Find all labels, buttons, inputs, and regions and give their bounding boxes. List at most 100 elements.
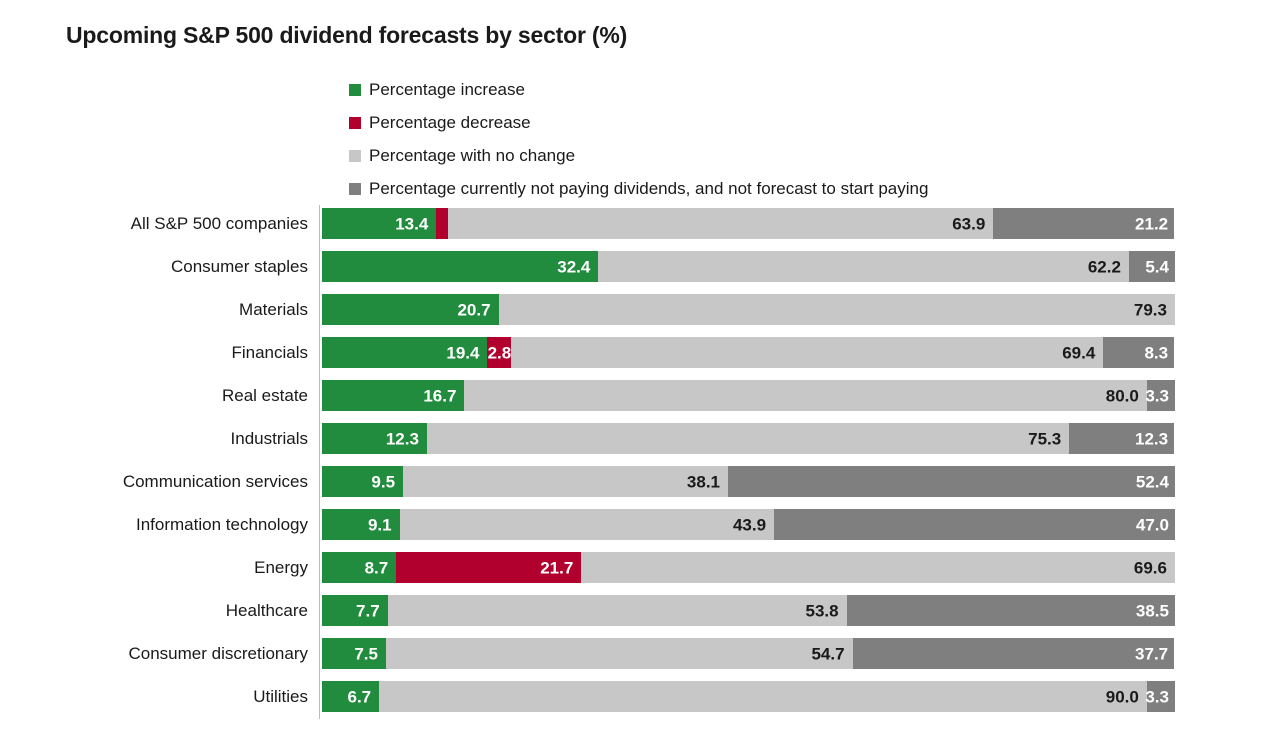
segment-value-label: 52.4	[1135, 472, 1169, 491]
chart-row: Utilities 6.7 90.0 3.3	[0, 675, 1175, 718]
legend: Percentage increase Percentage decrease Pe…	[349, 80, 928, 198]
bar-segment-decrease: 2.8	[487, 337, 512, 368]
bar-segment-not_paying: 8.3	[1103, 337, 1175, 368]
bar-segment-no_change: 43.9	[399, 509, 775, 540]
bar-segment-increase: 19.4	[322, 337, 488, 368]
segment-value-label: 12.3	[385, 429, 419, 448]
category-label: Materials	[239, 299, 308, 319]
chart-row: Energy 8.7 21.7 69.6	[0, 546, 1175, 589]
bar-segment-increase: 16.7	[322, 380, 465, 411]
category-label: Consumer discretionary	[128, 643, 308, 663]
bar-segment-no_change: 69.4	[511, 337, 1104, 368]
segment-value-label: 21.7	[540, 558, 574, 577]
category-label: Consumer staples	[170, 256, 308, 276]
category-label: Utilities	[253, 686, 308, 706]
chart-title: Upcoming S&P 500 dividend forecasts by s…	[66, 22, 628, 48]
segment-value-label: 2.8	[487, 343, 512, 362]
bar-segment-not_paying: 38.5	[846, 595, 1175, 626]
legend-label: Percentage currently not paying dividend…	[369, 179, 929, 198]
bar-track: 32.4 62.2 5.4	[322, 251, 1175, 282]
bar-segment-increase: 9.1	[322, 509, 400, 540]
legend-swatch-increase	[349, 83, 361, 96]
bar-segment-no_change: 79.3	[498, 294, 1175, 325]
category-label: Financials	[231, 342, 308, 362]
bar-segment-increase: 7.5	[322, 638, 386, 669]
bar-segment-no_change: 69.6	[581, 552, 1175, 583]
bar-segment-not_paying: 52.4	[728, 466, 1175, 497]
segment-value-label: 43.9	[732, 515, 767, 534]
category-label: Communication services	[122, 471, 308, 491]
chart-row: Real estate 16.7 80.0 3.3	[0, 374, 1175, 417]
segment-value-label: 3.3	[1145, 687, 1169, 706]
bar-track: 9.5 38.1 52.4	[322, 466, 1175, 497]
segment-value-label: 69.4	[1062, 343, 1096, 362]
bar-segment-no_change: 63.9	[448, 208, 994, 239]
segment-value-label: 38.1	[686, 472, 721, 491]
legend-label: Percentage decrease	[369, 113, 531, 132]
segment-value-label: 20.7	[457, 300, 491, 319]
category-label: Healthcare	[225, 600, 308, 620]
segment-value-label: 54.7	[811, 644, 845, 663]
bar-segment-no_change: 80.0	[464, 380, 1147, 411]
legend-swatch-no_change	[349, 149, 361, 162]
bar-segment-not_paying: 3.3	[1145, 681, 1175, 712]
bar-track: 16.7 80.0 3.3	[322, 380, 1175, 411]
segment-value-label: 37.7	[1135, 644, 1169, 663]
segment-value-label: 63.9	[952, 214, 986, 233]
bar-segment-no_change: 62.2	[598, 251, 1129, 282]
bar-segment-decrease: 1.4	[436, 208, 477, 239]
bar-segment-no_change: 38.1	[403, 466, 729, 497]
chart-row: Financials 19.4 2.8 69.4 8.3	[0, 331, 1175, 374]
segment-value-label: 8.7	[364, 558, 389, 577]
legend-swatch-decrease	[349, 116, 361, 129]
segment-value-label: 19.4	[446, 343, 480, 362]
legend-swatch-not_paying	[349, 182, 361, 195]
bar-segment-not_paying: 12.3	[1069, 423, 1175, 454]
bar-segment-not_paying: 3.3	[1145, 380, 1175, 411]
bar-segment-no_change: 90.0	[379, 681, 1147, 712]
bar-segment-increase: 12.3	[322, 423, 427, 454]
segment-value-label: 21.2	[1135, 214, 1169, 233]
segment-value-label: 8.3	[1144, 343, 1169, 362]
segment-value-label: 79.3	[1133, 300, 1167, 319]
chart-row: Consumer staples 32.4 62.2 5.4	[0, 245, 1175, 288]
legend-item-no_change: Percentage with no change	[349, 146, 928, 165]
chart-row: Healthcare 7.7 53.8 38.5	[0, 589, 1175, 632]
segment-value-label: 7.7	[356, 601, 380, 620]
bar-track: 12.3 75.3 12.3	[322, 423, 1175, 454]
chart-row: Communication services 9.5 38.1 52.4	[0, 460, 1175, 503]
legend-item-increase: Percentage increase	[349, 80, 928, 99]
segment-value-label: 16.7	[423, 386, 457, 405]
legend-item-not_paying: Percentage currently not paying dividend…	[349, 179, 928, 198]
bar-segment-no_change: 54.7	[385, 638, 853, 669]
bar-segment-increase: 6.7	[322, 681, 380, 712]
segment-value-label: 80.0	[1105, 386, 1139, 405]
segment-value-label: 69.6	[1133, 558, 1167, 577]
segment-value-label: 38.5	[1135, 601, 1169, 620]
bar-segment-increase: 20.7	[322, 294, 499, 325]
segment-value-label: 12.3	[1135, 429, 1169, 448]
bar-segment-increase: 13.4	[322, 208, 437, 239]
category-label: Information technology	[136, 514, 308, 534]
bar-segment-no_change: 53.8	[387, 595, 847, 626]
bar-track: 9.1 43.9 47.0	[322, 509, 1175, 540]
segment-value-label: 13.4	[395, 214, 429, 233]
category-label: Real estate	[222, 385, 308, 405]
chart-row: Materials 20.7 79.3	[0, 288, 1175, 331]
category-label: Industrials	[230, 428, 308, 448]
segment-value-label: 62.2	[1087, 257, 1121, 276]
segment-value-label: 75.3	[1028, 429, 1062, 448]
category-label: All S&P 500 companies	[130, 213, 308, 233]
bar-track: 6.7 90.0 3.3	[322, 681, 1175, 712]
segment-value-label: 7.5	[354, 644, 378, 663]
bar-track: 8.7 21.7 69.6	[322, 552, 1175, 583]
segment-value-label: 5.4	[1145, 257, 1169, 276]
segment-value-label: 6.7	[347, 687, 372, 706]
bar-track: 20.7 79.3	[322, 294, 1175, 325]
bar-segment-increase: 8.7	[322, 552, 397, 583]
segment-value-label: 9.1	[367, 515, 392, 534]
bar-track: 7.7 53.8 38.5	[322, 595, 1175, 626]
segment-value-label: 47.0	[1135, 515, 1169, 534]
bar-segment-increase: 32.4	[322, 251, 599, 282]
